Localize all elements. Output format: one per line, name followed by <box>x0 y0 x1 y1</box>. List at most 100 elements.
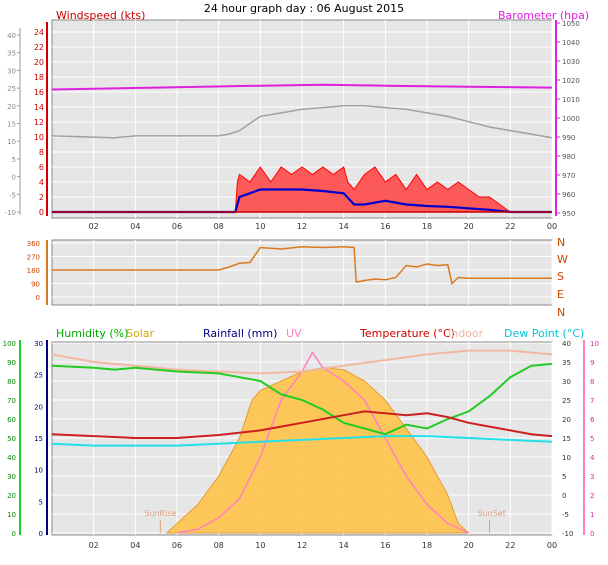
wind-tick-label: 22 <box>34 43 44 52</box>
temperature-label: Temperature (°C) <box>359 327 455 340</box>
panel1-x-tick-label: 12 <box>297 222 307 231</box>
wind-tick-label: 8 <box>39 148 44 157</box>
rainfall-label: Rainfall (mm) <box>203 327 277 340</box>
rain-tick-label: 15 <box>34 435 43 443</box>
humidity-tick-label: 60 <box>7 416 16 424</box>
baro-tick-label: 960 <box>562 191 575 199</box>
baro-tick-label: 1050 <box>562 20 580 28</box>
indoor-label: Indoor <box>448 327 484 340</box>
wind-tick-label: 18 <box>34 73 44 82</box>
outer-wind-tick-label: 20 <box>7 103 16 111</box>
solar-label: Solar <box>126 327 155 340</box>
baro-tick-label: 970 <box>562 172 575 180</box>
baro-tick-label: 990 <box>562 134 575 142</box>
temp-tick-label: 5 <box>562 473 566 481</box>
compass-label: N <box>557 236 565 249</box>
sunset-label: SunSet <box>478 509 506 518</box>
outer-wind-tick-label: -10 <box>5 209 16 217</box>
baro-tick-label: 1020 <box>562 77 580 85</box>
temp-tick-label: 25 <box>562 397 571 405</box>
compass-label: S <box>557 270 564 283</box>
wind-tick-label: 24 <box>34 28 44 37</box>
wind-tick-label: 16 <box>34 88 44 97</box>
chart-title: 24 hour graph day : 06 August 2015 <box>204 2 404 15</box>
baro-tick-label: 1030 <box>562 58 580 66</box>
uv-tick-label: 0 <box>590 530 594 538</box>
temp-tick-label: 40 <box>562 340 571 348</box>
panel1-x-tick-label: 02 <box>89 222 99 231</box>
rain-tick-label: 10 <box>34 467 43 475</box>
uv-tick-label: 1 <box>590 511 594 519</box>
sunrise-label: SunRise <box>144 509 176 518</box>
wind-direction-series <box>52 246 552 285</box>
baro-tick-label: 1000 <box>562 115 580 123</box>
outer-wind-tick-label: -5 <box>9 191 16 199</box>
baro-tick-label: 1040 <box>562 39 580 47</box>
outer-wind-tick-label: 5 <box>12 156 16 164</box>
wind-tick-label: 2 <box>39 193 44 202</box>
wind-tick-label: 6 <box>39 163 44 172</box>
temp-tick-label: -5 <box>562 511 569 519</box>
temp-tick-label: 20 <box>562 416 571 424</box>
panel3-x-tick-label: 06 <box>172 541 182 550</box>
wind-tick-label: 14 <box>34 103 44 112</box>
wind-average-series <box>52 188 552 214</box>
panel3-x-tick-label: 18 <box>422 541 432 550</box>
uv-tick-label: 10 <box>590 340 599 348</box>
rain-tick-label: 25 <box>34 372 43 380</box>
panel1-x-tick-label: 04 <box>130 222 140 231</box>
panel1-x-tick-label: 18 <box>422 222 432 231</box>
outer-wind-tick-label: 0 <box>12 174 16 182</box>
panel1-x-tick-label: 06 <box>172 222 182 231</box>
panel1-x-tick-label: 22 <box>505 222 515 231</box>
direction-tick-label: 0 <box>36 294 40 302</box>
temp-tick-label: -10 <box>562 530 573 538</box>
dew-point-label: Dew Point (°C) <box>504 327 584 340</box>
panel3-x-tick-label: 20 <box>464 541 474 550</box>
panel3-x-tick-label: 02 <box>89 541 99 550</box>
temp-tick-label: 15 <box>562 435 571 443</box>
panel1-x-tick-label: 14 <box>339 222 349 231</box>
wind-axis-label: Windspeed (kts) <box>56 9 145 22</box>
barometer-axis-label: Barometer (hpa) <box>498 9 589 22</box>
temp-tick-label: 0 <box>562 492 566 500</box>
wind-tick-label: 0 <box>39 208 44 217</box>
rain-tick-label: 5 <box>39 498 43 506</box>
panel3-x-tick-label: 10 <box>255 541 265 550</box>
wind-tick-label: 10 <box>34 133 44 142</box>
panel1-x-tick-label: 00 <box>547 222 557 231</box>
humidity-tick-label: 80 <box>7 378 16 386</box>
compass-label: E <box>557 288 564 301</box>
uv-tick-label: 9 <box>590 359 594 367</box>
panel3-x-tick-label: 22 <box>505 541 515 550</box>
panel3-x-tick-label: 04 <box>130 541 140 550</box>
direction-tick-label: 180 <box>27 267 40 275</box>
uv-tick-label: 6 <box>590 416 595 424</box>
panel1-x-tick-label: 20 <box>464 222 474 231</box>
outer-wind-tick-label: 10 <box>7 138 16 146</box>
uv-series <box>176 351 470 534</box>
direction-tick-label: 90 <box>31 281 40 289</box>
rain-tick-label: 0 <box>39 530 43 538</box>
grey-trace-series <box>51 105 553 139</box>
humidity-tick-label: 70 <box>7 397 16 405</box>
rain-tick-label: 30 <box>34 340 43 348</box>
temp-tick-label: 10 <box>562 454 571 462</box>
panel3-x-tick-label: 08 <box>214 541 224 550</box>
rain-tick-label: 20 <box>34 403 43 411</box>
uv-tick-label: 5 <box>590 435 594 443</box>
outer-wind-tick-label: 30 <box>7 67 16 75</box>
outer-wind-tick-label: 35 <box>7 50 16 58</box>
baro-tick-label: 950 <box>562 210 575 218</box>
uv-label: UV <box>286 327 302 340</box>
humidity-tick-label: 0 <box>12 530 16 538</box>
humidity-tick-label: 10 <box>7 511 16 519</box>
direction-tick-label: 360 <box>27 240 40 248</box>
humidity-tick-label: 100 <box>3 340 16 348</box>
panel1-x-tick-label: 08 <box>214 222 224 231</box>
wind-tick-label: 4 <box>39 178 44 187</box>
panel1-x-tick-label: 10 <box>255 222 265 231</box>
uv-tick-label: 8 <box>590 378 594 386</box>
